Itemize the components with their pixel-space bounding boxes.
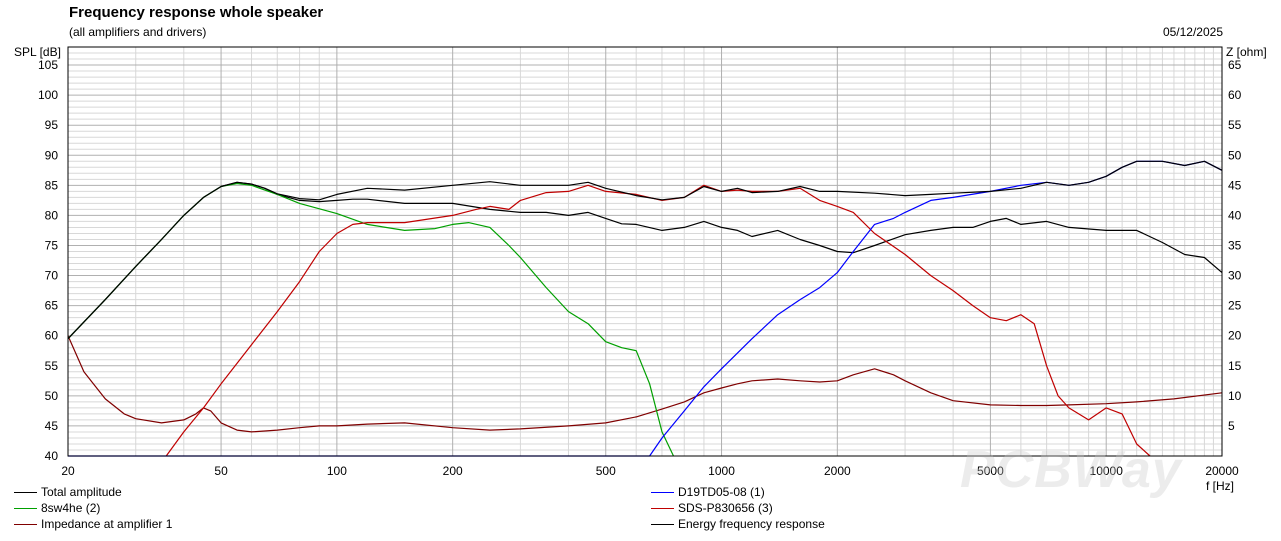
series-layer [67, 160, 1223, 457]
legend-swatch-tweeter [651, 491, 674, 493]
x-tick-label: 20000 [1205, 464, 1239, 478]
legend-item-impedance: Impedance at amplifier 1 [14, 517, 172, 531]
y-tick-label: 55 [45, 359, 59, 373]
y2-tick-label: 40 [1228, 208, 1242, 222]
legend-label: D19TD05-08 (1) [678, 485, 765, 499]
legend-label: SDS-P830656 (3) [678, 501, 773, 515]
y-tick-label: 75 [45, 238, 59, 252]
y-tick-label: 95 [45, 118, 59, 132]
y2-tick-label: 20 [1228, 329, 1242, 343]
legend-swatch-energy [651, 523, 674, 525]
legend-swatch-woofer [14, 507, 37, 509]
y2-tick-label: 55 [1228, 118, 1242, 132]
tick-labels: 20 50 100 200 500 1000 2000 5000 10000 20000 40 45 5… [38, 58, 1242, 478]
x-tick-label: 10000 [1090, 464, 1124, 478]
x-tick-label: 100 [327, 464, 347, 478]
x-tick-label: 50 [214, 464, 228, 478]
legend-item-fullrange: SDS-P830656 (3) [651, 501, 773, 515]
y2-axis-label: Z [ohm] [1226, 45, 1267, 59]
y2-tick-label: 25 [1228, 299, 1242, 313]
series-woofer-8sw4he [67, 182, 675, 457]
legend-label: 8sw4he (2) [41, 501, 101, 515]
x-tick-label: 1000 [708, 464, 735, 478]
x-axis-label: f [Hz] [1206, 479, 1234, 493]
y-tick-label: 100 [38, 88, 58, 102]
y2-tick-label: 65 [1228, 58, 1242, 72]
watermark-logo: PCBWay [960, 441, 1182, 499]
y-axis-label: SPL [dB] [14, 45, 61, 59]
legend-label: Total amplitude [41, 485, 122, 499]
y2-tick-label: 10 [1228, 389, 1242, 403]
y2-tick-label: 45 [1228, 178, 1242, 192]
legend-item-energy: Energy frequency response [651, 517, 825, 531]
x-tick-label: 5000 [977, 464, 1004, 478]
legend-item-woofer: 8sw4he (2) [14, 501, 100, 515]
legend-label: Impedance at amplifier 1 [41, 517, 173, 531]
series-total-amplitude [67, 160, 1223, 340]
legend-swatch-total [14, 491, 37, 493]
x-tick-label: 500 [596, 464, 616, 478]
grid-major [68, 47, 1222, 457]
legend-swatch-impedance [14, 523, 37, 525]
y2-tick-label: 50 [1228, 148, 1242, 162]
y-tick-label: 65 [45, 299, 59, 313]
y2-tick-label: 30 [1228, 269, 1242, 283]
y-tick-label: 70 [45, 269, 59, 283]
y-tick-label: 90 [45, 148, 59, 162]
grid-minor [68, 47, 1222, 456]
y-tick-label: 105 [38, 58, 58, 72]
chart-subtitle: (all amplifiers and drivers) [69, 25, 207, 39]
chart-date: 05/12/2025 [1162, 25, 1223, 39]
y-tick-label: 60 [45, 329, 59, 343]
x-tick-label: 200 [443, 464, 463, 478]
series-energy-response [67, 181, 1223, 340]
legend-item-tweeter: D19TD05-08 (1) [651, 485, 765, 499]
y-tick-label: 50 [45, 389, 59, 403]
y-tick-label: 85 [45, 178, 59, 192]
x-tick-label: 2000 [824, 464, 851, 478]
plot-frame [67, 46, 1223, 457]
y-tick-label: 80 [45, 208, 59, 222]
y-tick-label: 45 [45, 419, 59, 433]
legend-label: Energy frequency response [678, 517, 825, 531]
y2-tick-label: 60 [1228, 88, 1242, 102]
y-tick-label: 40 [45, 449, 59, 463]
legend-item-total: Total amplitude [14, 485, 122, 499]
y2-tick-label: 35 [1228, 238, 1242, 252]
y2-tick-label: 5 [1228, 419, 1235, 433]
series-tweeter-d19td05 [68, 160, 1223, 457]
x-tick-label: 20 [61, 464, 75, 478]
legend-swatch-fullrange [651, 507, 674, 509]
chart-title: Frequency response whole speaker [69, 4, 324, 21]
y2-tick-label: 15 [1228, 359, 1242, 373]
